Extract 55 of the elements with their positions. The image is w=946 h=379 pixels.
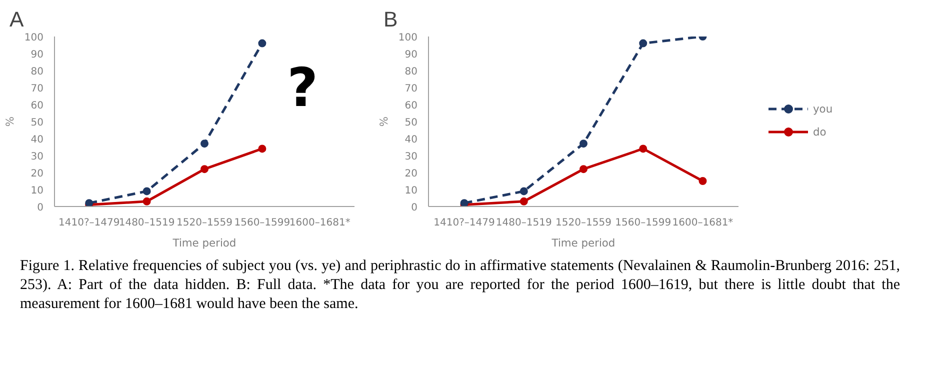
point xyxy=(580,140,588,148)
x-tick-label: 1520–1559 xyxy=(176,218,232,228)
point xyxy=(142,197,151,206)
point xyxy=(520,187,528,196)
chart-title: A xyxy=(10,8,24,32)
point xyxy=(698,177,707,185)
y-tick-label: 20 xyxy=(404,168,418,180)
x-tick-label: 1410?–1479 xyxy=(58,218,120,228)
x-tick-label: 1480–1519 xyxy=(118,218,175,228)
legend-label: do xyxy=(813,125,828,138)
x-tick-label: 1600–1681* xyxy=(289,218,350,228)
y-tick-label: 40 xyxy=(30,134,44,146)
y-tick-label: 80 xyxy=(30,66,44,78)
point xyxy=(639,144,648,153)
y-tick-label: 30 xyxy=(30,152,44,162)
legend-label: you xyxy=(813,102,833,115)
x-tick-label: 1480–1519 xyxy=(496,218,552,228)
y-axis-title: % xyxy=(3,116,16,127)
y-tick-label: 70 xyxy=(30,84,44,94)
point xyxy=(258,144,266,153)
y-tick-label: 30 xyxy=(404,152,418,162)
annotation: ? xyxy=(287,56,318,119)
y-tick-label: 50 xyxy=(404,118,418,128)
point xyxy=(142,187,151,196)
y-tick-label: 10 xyxy=(30,186,44,196)
chart-title: B xyxy=(384,8,398,32)
y-tick-label: 60 xyxy=(30,100,44,112)
point xyxy=(258,39,266,48)
y-tick-label: 70 xyxy=(404,84,418,94)
y-tick-label: 0 xyxy=(37,202,44,214)
y-tick-label: 20 xyxy=(30,168,44,180)
y-tick-label: 100 xyxy=(398,32,418,44)
point xyxy=(639,39,648,48)
point xyxy=(200,165,208,174)
y-tick-label: 40 xyxy=(404,134,418,146)
point xyxy=(200,140,208,148)
x-tick-label: 1520–1559 xyxy=(556,218,612,228)
x-tick-label: 1600–1681* xyxy=(672,218,734,228)
y-tick-label: 100 xyxy=(24,32,44,44)
y-tick-label: 80 xyxy=(404,66,418,78)
x-tick-label: 1560–1599 xyxy=(234,218,290,228)
x-axis-title: Time period xyxy=(172,236,236,250)
point xyxy=(520,197,528,206)
y-tick-label: 50 xyxy=(30,118,44,128)
y-tick-label: 10 xyxy=(404,186,418,196)
y-axis-title: % xyxy=(377,116,390,127)
x-tick-label: 1410?–1479 xyxy=(434,218,495,228)
point xyxy=(580,165,588,174)
y-tick-label: 90 xyxy=(30,50,44,60)
y-tick-label: 90 xyxy=(404,50,418,60)
x-axis-title: Time period xyxy=(550,236,616,250)
y-tick-label: 0 xyxy=(411,202,418,214)
y-tick-label: 60 xyxy=(404,100,418,112)
caption: Figure 1. Relative frequencies of subject you (vs. ye) and periphrastic do in affirmative statements (Nevalainen & Raumolin-Brunberg 2016: 251, 253). A: Part of the data hidden. B: Full data. *The data for you are reported for the period 1600–1619, but there is little doubt that the measurement for 1600–1681 would have been the same. xyxy=(20,257,900,314)
x-tick-label: 1560–1599 xyxy=(615,218,672,228)
